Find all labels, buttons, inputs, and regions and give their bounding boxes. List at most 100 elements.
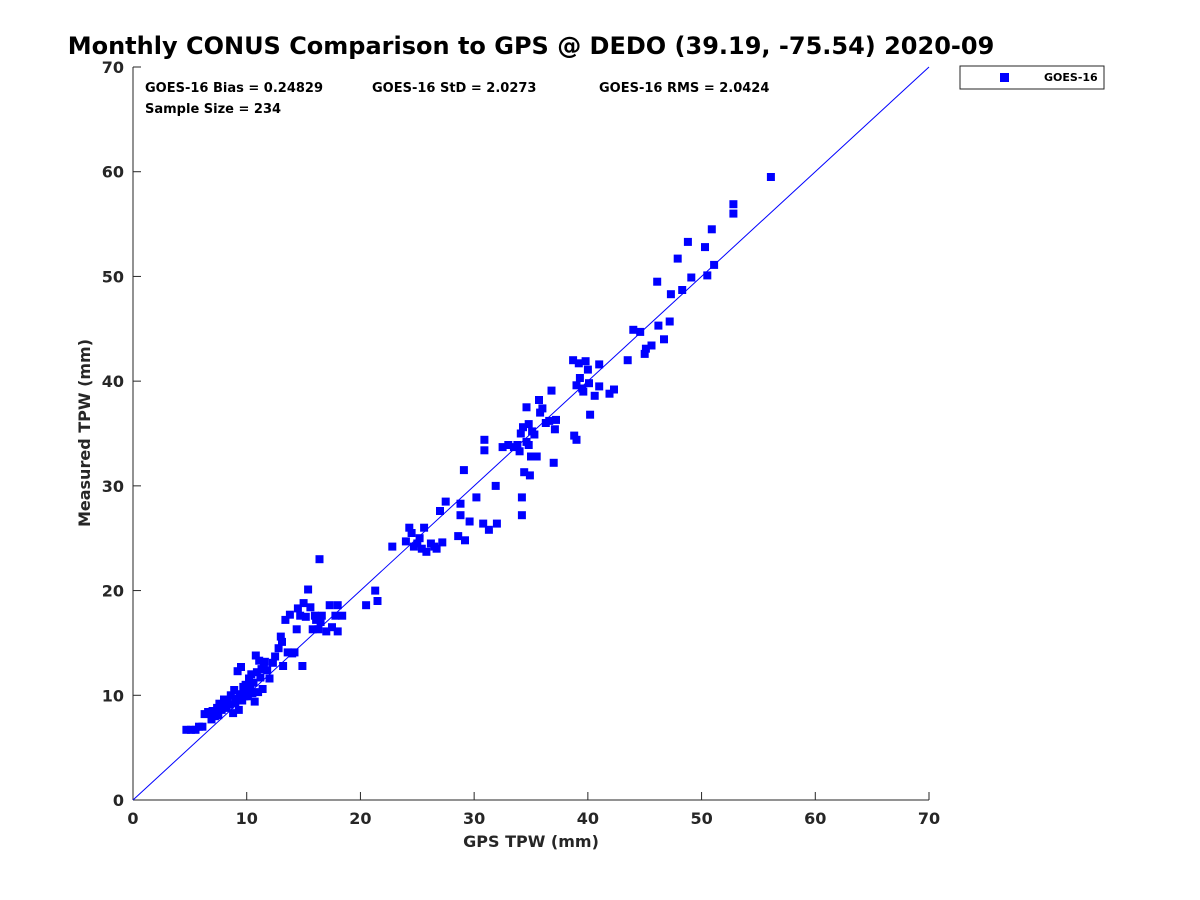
data-point [538,404,547,413]
data-point [230,686,239,694]
y-tick-label: 60 [102,163,124,182]
data-point [187,725,195,734]
x-tick-label: 20 [349,809,371,828]
data-point [246,685,255,693]
data-point [322,627,331,636]
data-point [417,544,426,553]
x-axis-title: GPS TPW (mm) [463,832,599,851]
data-point [766,173,775,181]
data-point [229,709,238,718]
chart-title: Monthly CONUS Comparison to GPS @ DEDO (… [68,32,995,60]
data-point [415,534,424,543]
data-point [245,674,253,683]
data-point [498,443,507,452]
data-point [237,663,245,671]
data-point [232,694,241,703]
data-point [535,396,543,404]
data-point [610,385,618,394]
data-point [605,389,614,398]
data-point [333,627,342,636]
data-point [590,391,599,400]
x-tick-label: 50 [690,809,712,828]
data-point [281,615,290,624]
data-point [570,431,579,440]
data-point [208,707,217,715]
data-point [333,601,342,610]
data-point [532,452,541,461]
data-point [328,623,336,632]
data-point [226,691,235,700]
data-point [308,625,317,634]
data-point [530,430,539,439]
data-point [653,277,662,286]
data-point [331,611,340,620]
legend: GOES-16 [959,65,1105,90]
data-point [256,673,265,682]
data-point [304,585,313,594]
data-point [234,705,243,714]
data-point [198,722,207,731]
data-point [298,662,307,670]
data-point [454,532,463,541]
y-tick-label: 70 [102,58,124,77]
data-point [225,700,234,709]
data-point [550,425,559,434]
data-point [524,420,533,429]
data-point [569,356,578,365]
data-point [250,697,259,706]
data-point [314,625,323,634]
data-point [238,696,247,705]
axes: 0 10 20 30 40 50 60 70 0 10 20 30 40 50 60 70 [102,58,940,828]
data-point [572,435,581,444]
data-point [312,615,321,624]
data-point [678,286,687,294]
data-point [636,327,645,336]
data-point [316,618,325,626]
legend-label: GOES-16 [1044,71,1098,84]
x-tick-label: 60 [804,809,826,828]
data-point [217,705,226,714]
data-point [441,497,450,506]
data-point [436,507,444,515]
data-point [595,360,604,369]
data-point [422,547,431,556]
y-tick-label: 20 [102,582,124,601]
stat-std: GOES-16 StD = 2.0273 [372,81,536,96]
data-point [371,586,380,595]
data-point [574,359,583,368]
data-point [259,662,268,670]
legend-box [959,65,1105,90]
data-point [525,471,534,480]
data-point [413,539,422,548]
stat-sample-size: Sample Size = 234 [145,102,281,117]
data-point [703,271,712,280]
data-point [214,711,223,720]
data-point [278,637,286,646]
y-tick-label: 40 [102,372,124,391]
data-point [683,237,692,246]
data-point [519,423,527,432]
data-point [461,536,469,545]
data-point [536,408,545,417]
x-tick-label: 70 [918,809,940,828]
x-tick-label: 40 [577,809,599,828]
data-point [545,416,554,425]
data-point [660,335,668,344]
data-point [640,349,649,358]
data-point [260,657,269,666]
data-point [249,678,258,687]
data-point [524,441,533,449]
x-tick-label: 0 [127,809,138,828]
data-point [629,325,638,334]
data-point [296,611,305,620]
data-point [480,446,489,455]
data-point [522,403,531,412]
data-point [710,260,719,269]
data-point [338,611,347,620]
data-point [520,468,529,477]
data-point [480,435,489,444]
data-point [215,699,224,708]
data-point [306,603,315,612]
data-point [405,523,414,532]
